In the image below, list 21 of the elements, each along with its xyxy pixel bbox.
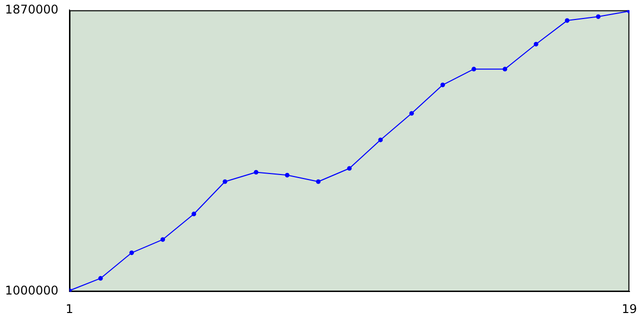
point [192,212,196,216]
point [254,170,258,175]
point [222,179,228,184]
point [564,18,570,23]
y-tick-label: 1000000 [4,284,58,298]
point [440,82,446,88]
x-tick-label: 19 [622,302,638,316]
point [160,237,166,242]
point [409,111,414,116]
point [129,250,134,256]
point [596,14,601,19]
y-tick-label: 1870000 [4,2,58,16]
x-tick-label: 1 [66,302,74,316]
point [378,138,383,142]
point [502,66,508,72]
point [98,276,103,281]
point [534,42,538,46]
point [472,66,476,72]
point [347,166,352,171]
point [284,172,290,178]
point [316,179,321,184]
